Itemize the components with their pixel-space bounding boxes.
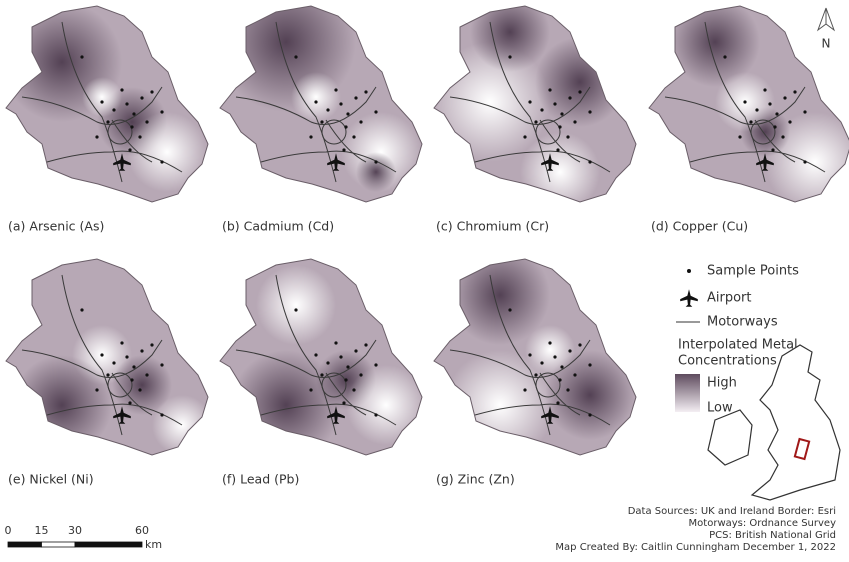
legend-ramp xyxy=(675,374,700,412)
legend-label: Airport xyxy=(707,291,752,306)
credits: Data Sources: UK and Ireland Border: Esr… xyxy=(555,506,836,553)
interpolated-surface xyxy=(649,6,849,202)
scale-tick-label: 30 xyxy=(68,524,82,537)
panel-label: (d) Copper (Cu) xyxy=(651,219,748,234)
legend-label: Motorways xyxy=(707,315,778,330)
scale-segment xyxy=(7,541,42,548)
map-panel: (g) Zinc (Zn) xyxy=(433,258,637,487)
scale-tick-label: 15 xyxy=(35,524,49,537)
credit-line: Map Created By: Caitlin Cunningham Decem… xyxy=(555,542,836,553)
map-panel: (c) Chromium (Cr) xyxy=(433,5,637,234)
inset-map xyxy=(707,344,841,501)
legend-title: Concentrations xyxy=(678,354,777,369)
credit-line: PCS: British National Grid xyxy=(709,530,836,541)
scale-segment xyxy=(41,541,76,548)
scale-tick-label: 0 xyxy=(5,524,12,537)
north-label: N xyxy=(822,37,831,51)
panel-label: (e) Nickel (Ni) xyxy=(8,472,94,487)
legend-airport-symbol xyxy=(680,289,698,307)
map-panel: (e) Nickel (Ni) xyxy=(5,258,209,487)
panel-label: (g) Zinc (Zn) xyxy=(436,472,515,487)
interpolated-surface xyxy=(434,259,636,455)
map-panel: (f) Lead (Pb) xyxy=(219,258,423,487)
legend-title: Interpolated Metal xyxy=(678,338,798,353)
credit-line: Data Sources: UK and Ireland Border: Esr… xyxy=(628,506,836,517)
map-panel: (a) Arsenic (As) xyxy=(5,5,209,234)
panel-label: (a) Arsenic (As) xyxy=(8,219,104,234)
legend-low: Low xyxy=(707,401,733,416)
scale-segment xyxy=(74,541,143,548)
scale-tick-label: 60 xyxy=(135,524,149,537)
legend-high: High xyxy=(707,376,737,391)
panel-label: (c) Chromium (Cr) xyxy=(436,219,549,234)
legend-point-symbol xyxy=(687,269,691,273)
map-panel: (d) Copper (Cu) xyxy=(648,5,849,234)
interpolated-surface xyxy=(434,6,636,202)
scale-unit: km xyxy=(145,538,162,551)
panel-label: (f) Lead (Pb) xyxy=(222,472,299,487)
legend: Sample Points Airport Motorways Interpol… xyxy=(675,264,799,416)
north-arrow: N xyxy=(816,7,836,51)
interpolated-surface xyxy=(220,6,422,202)
credit-line: Motorways: Ordnance Survey xyxy=(689,518,837,529)
panel-label: (b) Cadmium (Cd) xyxy=(222,219,334,234)
legend-label: Sample Points xyxy=(707,264,799,279)
map-panel: (b) Cadmium (Cd) xyxy=(219,5,423,234)
